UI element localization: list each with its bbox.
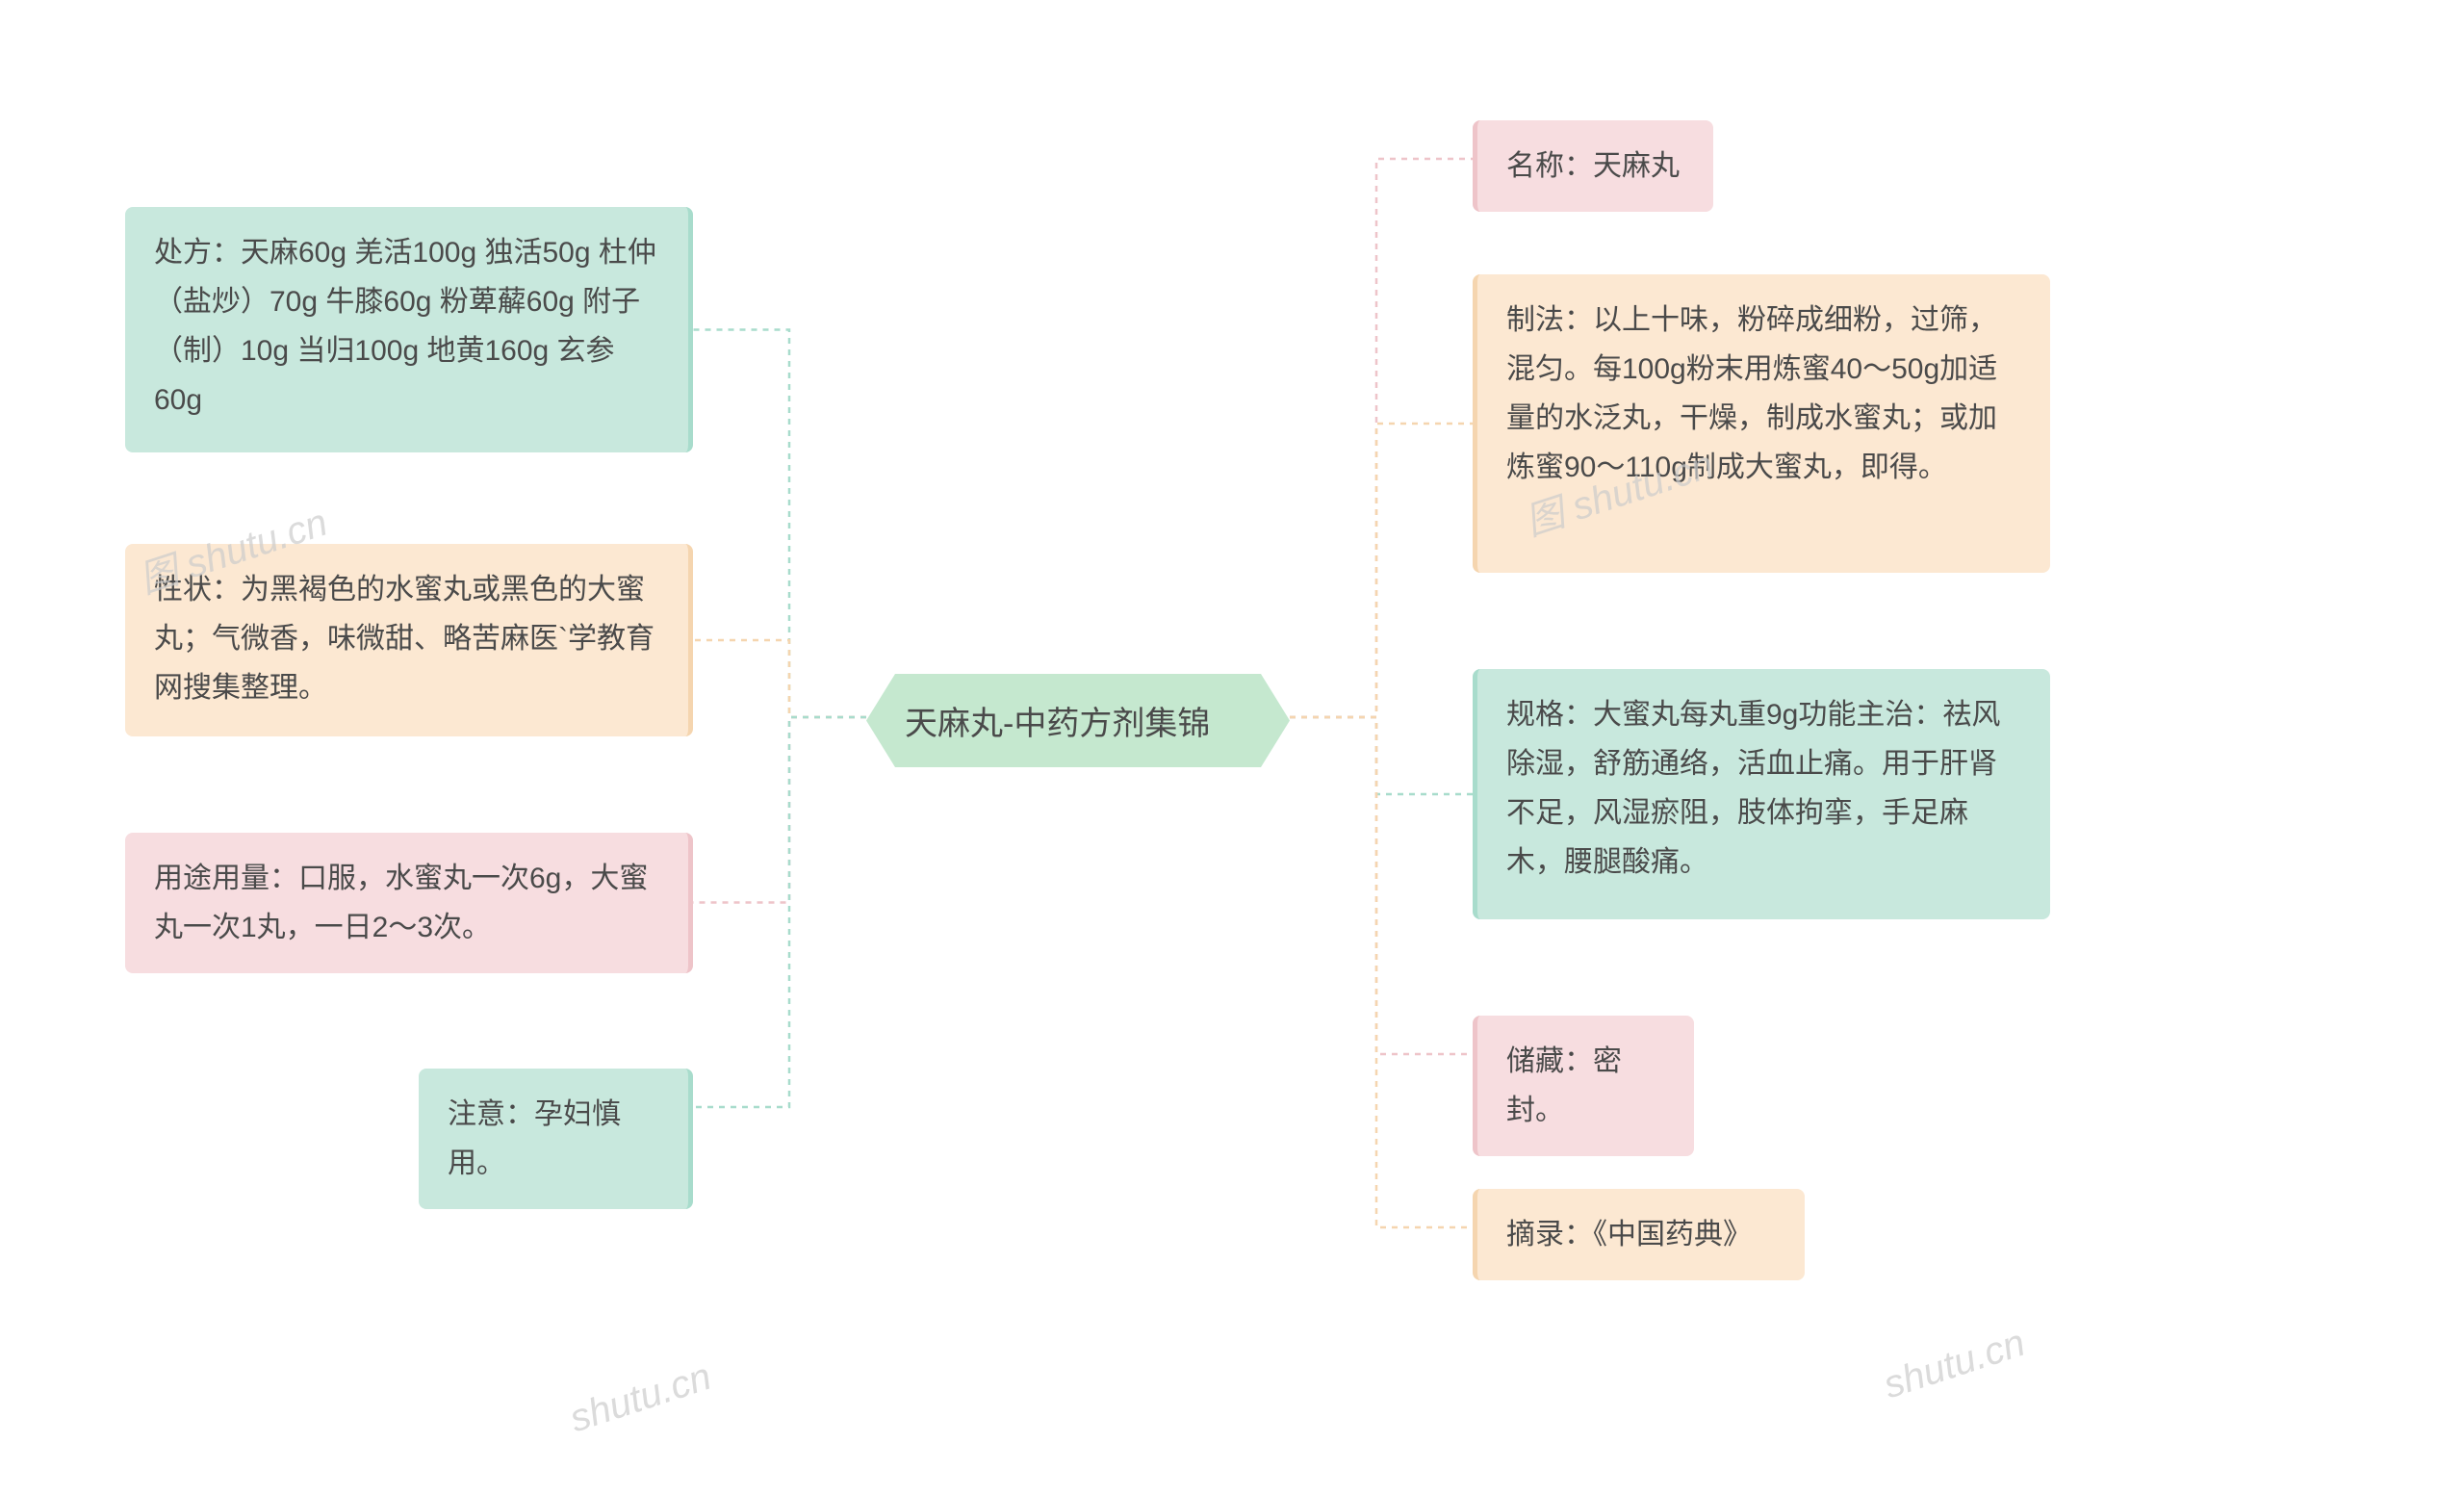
watermark: shutu.cn	[1879, 1322, 2031, 1408]
node-usage: 用途用量：口服，水蜜丸一次6g，大蜜丸一次1丸，一日2～3次。	[125, 833, 693, 973]
connector-spec	[1290, 717, 1473, 794]
node-spec: 规格：大蜜丸每丸重9g功能主治：祛风除湿，舒筋通络，活血止痛。用于肝肾不足，风湿…	[1473, 669, 2050, 919]
mindmap-canvas: 天麻丸-中药方剂集锦 处方：天麻60g 羌活100g 独活50g 杜仲（盐炒）70…	[0, 0, 2464, 1495]
node-method: 制法：以上十味，粉碎成细粉，过筛，混匀。每100g粉末用炼蜜40～50g加适量的…	[1473, 274, 2050, 573]
connector-name	[1290, 159, 1473, 717]
node-caution: 注意：孕妇慎用。	[419, 1069, 693, 1209]
node-text-method: 制法：以上十味，粉碎成细粉，过筛，混匀。每100g粉末用炼蜜40～50g加适量的…	[1506, 304, 1997, 483]
node-text-usage: 用途用量：口服，水蜜丸一次6g，大蜜丸一次1丸，一日2～3次。	[154, 863, 648, 943]
node-text-character: 性状：为黑褐色的水蜜丸或黑色的大蜜丸；气微香，味微甜、略苦麻医`学教育网搜集整理…	[154, 574, 654, 704]
node-prescription: 处方：天麻60g 羌活100g 独活50g 杜仲（盐炒）70g 牛膝60g 粉萆…	[125, 207, 693, 452]
node-text-excerpt: 摘录：《中国药典》	[1506, 1219, 1752, 1250]
connector-character	[693, 640, 866, 717]
connector-prescription	[693, 330, 866, 718]
connector-method	[1290, 424, 1473, 717]
watermark: shutu.cn	[565, 1355, 717, 1442]
node-text-storage: 储藏：密封。	[1506, 1045, 1622, 1126]
node-storage: 储藏：密封。	[1473, 1016, 1694, 1156]
node-text-caution: 注意：孕妇慎用。	[448, 1098, 621, 1179]
connector-storage	[1290, 717, 1473, 1054]
node-name: 名称：天麻丸	[1473, 120, 1713, 212]
center-node: 天麻丸-中药方剂集锦	[866, 674, 1290, 767]
node-text-prescription: 处方：天麻60g 羌活100g 独活50g 杜仲（盐炒）70g 牛膝60g 粉萆…	[154, 237, 656, 416]
connector-usage	[693, 717, 866, 903]
connector-excerpt	[1290, 717, 1473, 1227]
node-text-name: 名称：天麻丸	[1506, 150, 1680, 182]
node-excerpt: 摘录：《中国药典》	[1473, 1189, 1805, 1280]
connector-caution	[693, 717, 866, 1107]
node-text-spec: 规格：大蜜丸每丸重9g功能主治：祛风除湿，舒筋通络，活血止痛。用于肝肾不足，风湿…	[1506, 699, 2000, 878]
center-label: 天麻丸-中药方剂集锦	[905, 706, 1210, 742]
node-character: 性状：为黑褐色的水蜜丸或黑色的大蜜丸；气微香，味微甜、略苦麻医`学教育网搜集整理…	[125, 544, 693, 736]
